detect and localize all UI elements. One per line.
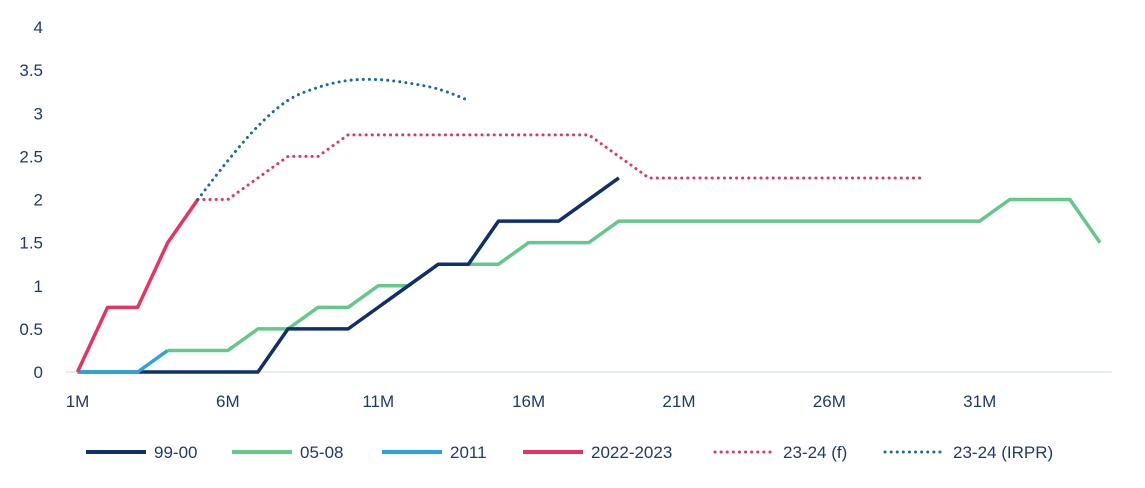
y-tick-label: 2.5	[19, 147, 43, 166]
y-tick-label: 2	[34, 191, 43, 210]
x-tick-label: 16M	[512, 392, 545, 411]
y-tick-label: 3.5	[19, 61, 43, 80]
y-axis-ticks: 0 0.5 1 1.5 2 2.5 3 3.5 4	[19, 18, 43, 382]
legend-label: 05-08	[300, 443, 343, 462]
series-line-2011	[77, 349, 169, 374]
series-lines	[75, 77, 1102, 374]
series-line-23-24-f	[196, 133, 922, 201]
legend-label: 2011	[450, 443, 487, 462]
x-axis-ticks: 1M 6M 11M 16M 21M 26M 31M	[66, 392, 997, 411]
x-tick-label: 21M	[662, 392, 695, 411]
legend-label: 2022-2023	[591, 443, 672, 462]
legend-label: 23-24 (f)	[783, 443, 847, 462]
x-tick-label: 1M	[66, 392, 90, 411]
legend: 99-00 05-08 2011 2022-2023 23-24 (f) 23-24 (I…	[86, 443, 1053, 462]
series-line-2022-2023	[75, 198, 200, 373]
legend-label: 99-00	[154, 443, 197, 462]
y-tick-label: 3	[34, 104, 43, 123]
y-tick-label: 0.5	[19, 320, 43, 339]
y-tick-label: 4	[34, 18, 43, 37]
x-tick-label: 26M	[813, 392, 846, 411]
y-tick-label: 1	[34, 277, 43, 296]
legend-label: 23-24 (IRPR)	[953, 443, 1053, 462]
series-line-23-24-irpr	[196, 77, 470, 201]
x-tick-label: 6M	[216, 392, 240, 411]
x-tick-label: 11M	[362, 392, 394, 411]
x-tick-label: 31M	[963, 392, 996, 411]
series-line-99-00	[77, 176, 620, 374]
y-tick-label: 1.5	[19, 234, 43, 253]
y-tick-label: 0	[34, 363, 43, 382]
